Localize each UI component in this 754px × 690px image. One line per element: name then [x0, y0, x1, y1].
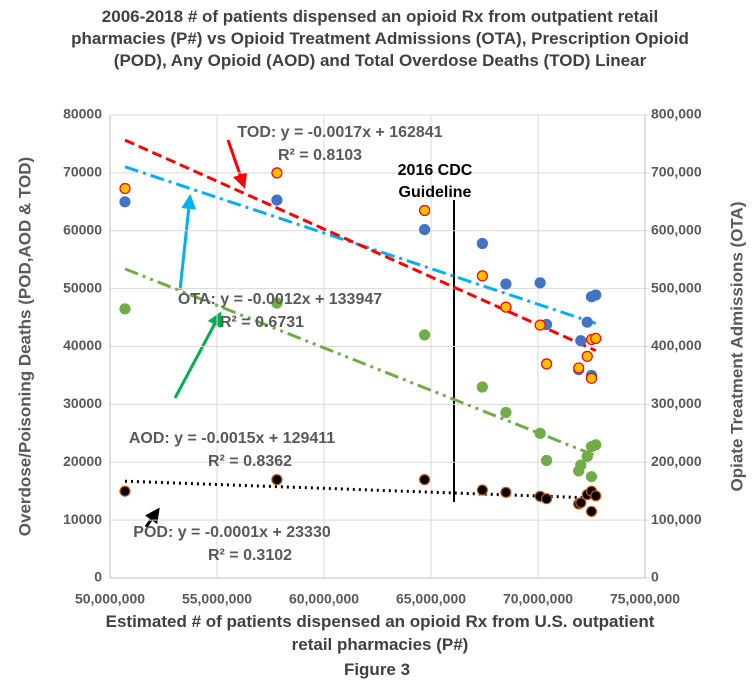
y2-tick-label: 300,000 [651, 395, 702, 411]
point [418, 474, 431, 486]
y-tick-label: 20000 [63, 453, 102, 469]
trendline [124, 267, 597, 458]
y-tick-label: 0 [94, 569, 102, 585]
point [590, 332, 602, 344]
point [590, 289, 602, 301]
y-tick-label: 50000 [63, 279, 102, 295]
annotation: TOD: y = -0.0017x + 162841 [237, 124, 442, 141]
point [476, 270, 488, 282]
y2-tick-label: 200,000 [651, 453, 702, 469]
y2-tick-label: 100,000 [651, 511, 702, 527]
x-axis-label: Estimated # of patients dispensed an opi… [105, 612, 655, 654]
x-tick-label: 70,000,000 [503, 591, 573, 607]
point [590, 439, 602, 451]
point [500, 406, 512, 419]
point [271, 167, 283, 179]
annotation: OTA: y = -0.0012x + 133947 [178, 291, 382, 308]
point [500, 278, 512, 290]
point [575, 459, 587, 471]
point [418, 204, 431, 217]
point [418, 329, 431, 341]
y-tick-label: 40000 [63, 337, 102, 353]
y-tick-label: 70000 [63, 164, 102, 180]
annotation: R² = 0.6731 [220, 314, 304, 331]
trendline [124, 138, 597, 352]
arrow [144, 507, 160, 528]
caption: Figure 3 [343, 660, 411, 679]
annotation: R² = 0.3102 [208, 547, 292, 564]
point [119, 196, 131, 208]
y2-tick-label: 400,000 [651, 337, 702, 353]
point [534, 319, 546, 331]
point [540, 454, 553, 467]
annotation: R² = 0.8103 [278, 147, 362, 164]
point [575, 497, 587, 509]
y-axis-label: Overdose/Poisoning Deaths (POD,AOD & TOD… [15, 157, 34, 536]
arrow [173, 311, 222, 399]
point [476, 484, 488, 496]
point [500, 486, 512, 498]
point [534, 277, 546, 289]
annotation: R² = 0.8362 [208, 453, 292, 470]
point [581, 350, 593, 362]
y-tick-label: 80000 [63, 106, 102, 122]
y2-tick-label: 500,000 [651, 279, 702, 295]
point [581, 450, 593, 463]
point [575, 335, 587, 347]
point [573, 362, 585, 374]
point [585, 372, 598, 384]
y-tick-label: 10000 [63, 511, 102, 527]
x-tick-label: 65,000,000 [396, 591, 466, 607]
annotation: POD: y = -0.0001x + 23330 [133, 524, 331, 541]
y-tick-label: 60000 [63, 221, 102, 237]
trendline [124, 479, 596, 500]
point [271, 474, 283, 486]
x-tick-label: 60,000,000 [289, 591, 359, 607]
point [119, 182, 131, 195]
point [119, 485, 131, 497]
arrow [178, 194, 197, 291]
point [271, 297, 283, 309]
arrow [226, 139, 248, 189]
point [271, 194, 283, 206]
y2-tick-label: 700,000 [651, 164, 702, 180]
point [119, 303, 131, 315]
point [581, 316, 593, 328]
annotation: AOD: y = -0.0015x + 129411 [129, 430, 335, 447]
point [476, 237, 488, 250]
y2-tick-label: 800,000 [651, 106, 702, 122]
annotation: 2016 CDC [398, 162, 473, 179]
y-tick-label: 30000 [63, 395, 102, 411]
point [534, 427, 546, 439]
point [418, 223, 431, 236]
point [540, 493, 553, 505]
x-tick-label: 55,000,000 [182, 591, 252, 607]
point [590, 490, 602, 502]
point [585, 471, 598, 483]
y2-tick-label: 0 [651, 569, 659, 585]
x-tick-label: 75,000,000 [610, 591, 680, 607]
annotation: Guideline [399, 184, 472, 201]
y2-tick-label: 600,000 [651, 221, 702, 237]
point [500, 301, 512, 313]
x-tick-label: 50,000,000 [75, 591, 145, 607]
chart-title: 2006-2018 # of patients dispensed an opi… [71, 7, 689, 70]
point [476, 381, 488, 393]
point [585, 505, 598, 518]
y2-axis-label: Opiate Treatment Admissions (OTA) [727, 202, 746, 492]
point [540, 358, 553, 370]
